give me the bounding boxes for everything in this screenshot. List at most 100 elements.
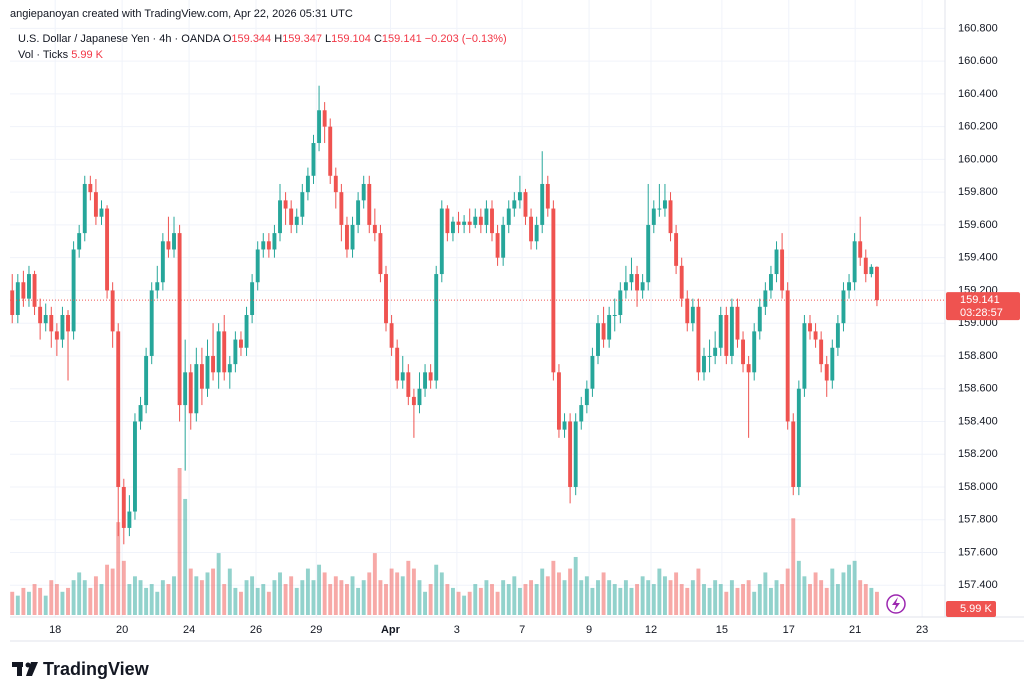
candle-body	[785, 290, 790, 422]
candle-body	[579, 405, 584, 422]
volume-label: 5.99 K	[960, 603, 992, 615]
volume-bar	[38, 587, 43, 615]
volume-bar	[696, 568, 701, 615]
ohlc-label: O	[222, 33, 232, 45]
y-tick-label: 160.600	[958, 55, 998, 67]
alert-icon[interactable]	[886, 594, 906, 614]
candle-body	[523, 192, 528, 217]
candle-body	[155, 282, 160, 291]
volume-bar	[668, 580, 673, 615]
candle-body	[194, 364, 199, 414]
volume-bar	[679, 584, 684, 615]
candle-body	[702, 355, 706, 373]
volume-bar	[32, 584, 37, 615]
y-tick-label: 158.400	[958, 415, 998, 427]
ohlc-value: 159.141	[381, 33, 422, 45]
volume-bar	[640, 576, 645, 615]
y-tick-label: 159.400	[958, 252, 998, 264]
volume-bar	[490, 584, 494, 615]
change: −0.203 (−0.13%)	[424, 33, 507, 45]
candle-body	[99, 208, 104, 217]
volume-bar	[361, 580, 366, 615]
volume-bar	[534, 584, 539, 615]
candle-body	[289, 208, 294, 225]
candle-body	[345, 224, 349, 250]
volume-bar	[802, 576, 807, 615]
candle-body	[350, 224, 355, 250]
volume-bar	[250, 576, 255, 615]
volume-bar	[763, 572, 768, 615]
volume-bar	[478, 587, 483, 615]
x-tick-label: Apr	[381, 624, 401, 636]
y-tick-label: 160.400	[958, 88, 998, 100]
volume-bar	[289, 576, 294, 615]
candle-body	[233, 339, 238, 365]
volume-bar	[445, 584, 450, 615]
candle-body	[802, 323, 807, 389]
volume-bar	[278, 572, 282, 615]
candle-body	[272, 233, 277, 250]
candle-body	[713, 347, 718, 356]
volume-bar	[690, 580, 695, 615]
candle-body	[88, 183, 93, 193]
volume-bar	[317, 564, 322, 615]
candle-body	[674, 233, 679, 266]
volume-bar	[300, 580, 305, 615]
y-tick-label: 157.400	[958, 579, 998, 591]
x-tick-label: 24	[183, 624, 195, 636]
candle-body	[395, 347, 400, 381]
candle-body	[635, 274, 640, 291]
candle-body	[768, 274, 773, 291]
volume-bar	[244, 580, 249, 615]
candle-body	[255, 249, 260, 283]
logo-text: TradingView	[43, 659, 150, 679]
x-tick-label: 17	[783, 624, 795, 636]
volume-bar	[858, 580, 863, 615]
candle-body	[506, 208, 511, 225]
volume-bar	[785, 568, 790, 615]
candle-body	[411, 396, 416, 406]
candle-body	[445, 208, 450, 234]
volume-bar	[133, 576, 137, 615]
candle-body	[780, 249, 785, 291]
candle-body	[183, 372, 188, 406]
candle-body	[32, 274, 37, 307]
candle-body	[545, 183, 550, 209]
volume-bar	[651, 584, 656, 615]
volume-bar	[294, 587, 299, 615]
y-tick-label: 159.800	[958, 186, 998, 198]
candle-body	[707, 355, 712, 357]
candle-body	[863, 257, 868, 275]
volume-bar	[350, 576, 355, 615]
volume-bar	[590, 587, 595, 615]
volume-bar	[768, 587, 773, 615]
candle-body	[188, 372, 193, 414]
candle-body	[618, 290, 623, 315]
y-tick-label: 160.200	[958, 121, 998, 133]
candle-body	[199, 364, 204, 389]
volume-bar	[674, 572, 679, 615]
volume-bar	[49, 580, 54, 615]
candle-body	[696, 306, 701, 373]
volume-bar	[71, 580, 76, 615]
candle-body	[819, 339, 824, 365]
ohlc-label: H	[274, 33, 283, 45]
volume-bar	[43, 595, 48, 615]
volume-bar	[261, 584, 266, 615]
candle-body	[205, 355, 210, 389]
candle-body	[568, 421, 573, 487]
volume-bar	[266, 591, 271, 615]
volume-bar	[227, 568, 232, 615]
candle-body	[835, 323, 840, 348]
volume-bar	[199, 580, 204, 615]
volume-bar	[607, 580, 612, 615]
candle-body	[93, 192, 98, 217]
volume-bar	[584, 576, 589, 615]
candle-body	[808, 323, 812, 332]
y-tick-label: 157.600	[958, 546, 998, 558]
volume-bar	[824, 587, 829, 615]
volume-bar	[796, 560, 801, 615]
volume-bar	[183, 498, 188, 615]
candle-body	[423, 372, 428, 389]
